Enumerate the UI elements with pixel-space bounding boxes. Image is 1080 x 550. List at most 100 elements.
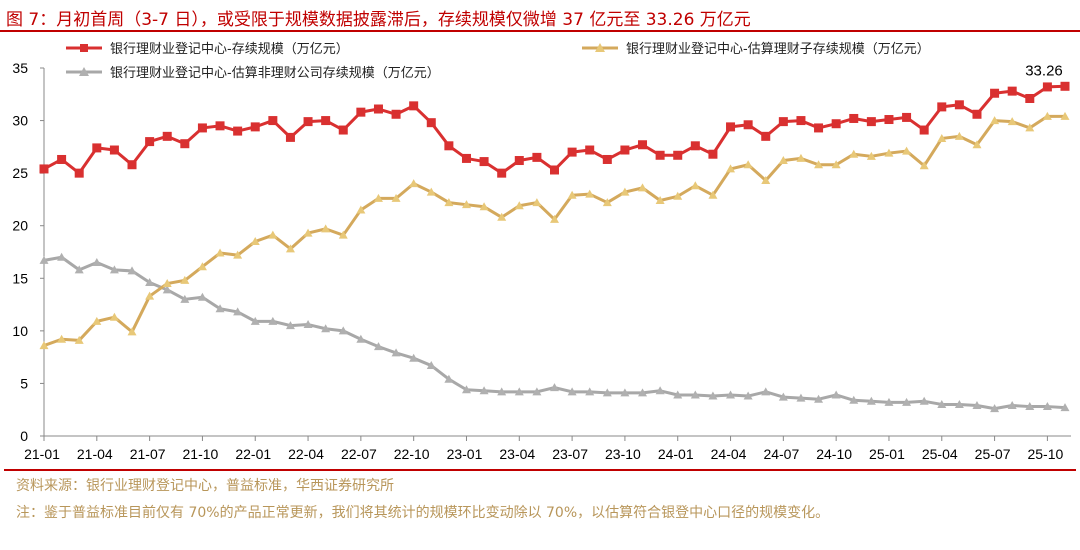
data-point — [127, 266, 137, 275]
data-point — [831, 390, 841, 399]
data-point — [726, 390, 736, 399]
data-point — [303, 228, 313, 237]
legend-marker-0 — [80, 44, 88, 52]
data-point — [145, 277, 155, 286]
x-tick-label: 24-01 — [658, 446, 694, 462]
data-point — [902, 397, 912, 406]
data-point — [57, 334, 67, 343]
data-point — [884, 148, 894, 157]
y-tick-label: 10 — [12, 323, 28, 339]
data-point — [866, 151, 876, 160]
x-tick-label: 23-07 — [552, 446, 588, 462]
data-point — [567, 147, 577, 157]
data-point — [444, 374, 454, 383]
x-tick-label: 22-01 — [235, 446, 271, 462]
data-point — [321, 324, 331, 333]
data-point — [972, 109, 982, 119]
data-point — [673, 390, 683, 399]
data-point — [532, 198, 542, 207]
data-point — [585, 387, 595, 396]
x-tick-label: 23-01 — [447, 446, 483, 462]
data-point — [127, 327, 137, 336]
data-point — [655, 150, 665, 160]
x-tick-label: 22-04 — [288, 446, 324, 462]
data-point — [708, 149, 718, 159]
data-point — [638, 183, 648, 192]
y-tick-label: 30 — [12, 113, 28, 129]
data-point — [92, 316, 102, 325]
data-point — [620, 145, 630, 155]
series-1 — [39, 111, 1070, 350]
data-point — [602, 388, 612, 397]
data-point — [937, 102, 947, 112]
data-point — [514, 156, 524, 166]
data-point — [1042, 111, 1052, 120]
data-point — [39, 341, 49, 350]
legend-label-1: 银行理财业登记中心-估算理财子存续规模（万亿元） — [626, 42, 930, 57]
data-point — [338, 230, 348, 239]
data-point — [268, 316, 278, 325]
data-point — [796, 153, 806, 162]
figure-title: 图 7：月初首周（3-7 日），或受限于规模数据披露滞后，存续规模仅微增 37 … — [6, 10, 751, 30]
data-point — [109, 145, 119, 155]
data-point — [426, 187, 436, 196]
data-point — [972, 401, 982, 410]
data-point — [778, 117, 788, 127]
data-point — [866, 117, 876, 127]
data-point — [726, 164, 736, 173]
data-point — [479, 202, 489, 211]
data-point — [602, 154, 612, 164]
y-tick-label: 5 — [20, 375, 28, 391]
data-point — [673, 191, 683, 200]
x-tick-label: 25-07 — [975, 446, 1011, 462]
data-point — [638, 388, 648, 397]
x-tick-label: 25-01 — [869, 446, 905, 462]
data-point — [743, 391, 753, 400]
data-point — [444, 141, 454, 151]
data-point — [990, 116, 1000, 125]
data-point — [268, 116, 278, 126]
data-point — [57, 154, 67, 164]
data-point — [338, 326, 348, 335]
data-point — [778, 392, 788, 401]
x-tick-label: 25-10 — [1027, 446, 1063, 462]
data-point — [444, 198, 454, 207]
data-point — [743, 120, 753, 130]
data-point — [919, 396, 929, 405]
data-point — [796, 116, 806, 126]
legend-label-0: 银行理财业登记中心-存续规模（万亿元） — [110, 42, 349, 57]
data-point — [74, 168, 84, 178]
data-point — [285, 244, 295, 253]
data-point — [197, 262, 207, 271]
data-point — [937, 399, 947, 408]
y-tick-label: 0 — [20, 428, 28, 444]
x-tick-label: 21-01 — [24, 446, 60, 462]
legend-item-series-0: 银行理财业登记中心-存续规模（万亿元） — [66, 42, 349, 57]
data-point — [1025, 402, 1035, 411]
axes: 0 5 10 15 20 25 30 35 21-01 21-04 21-07 21-10 22-01 2… — [12, 60, 1071, 462]
series-line-1 — [43, 114, 1065, 347]
data-point — [761, 131, 771, 141]
x-tick-label: 24-10 — [816, 446, 852, 462]
data-point — [250, 316, 260, 325]
data-point — [233, 250, 243, 259]
data-point — [391, 348, 401, 357]
data-point — [39, 164, 49, 174]
data-point — [1025, 123, 1035, 132]
data-point — [461, 153, 471, 163]
data-point — [954, 131, 964, 140]
data-point — [303, 117, 313, 127]
source-note: 资料来源：银行业理财登记中心，普益标准，华西证券研究所 — [16, 478, 394, 494]
data-point — [866, 396, 876, 405]
data-point — [1042, 402, 1052, 411]
data-point — [233, 126, 243, 136]
data-point — [356, 107, 366, 117]
data-point — [849, 395, 859, 404]
data-point — [57, 252, 67, 261]
x-tick-label: 21-10 — [183, 446, 219, 462]
data-point — [884, 397, 894, 406]
data-point — [532, 387, 542, 396]
data-point — [514, 201, 524, 210]
data-point — [426, 361, 436, 370]
data-point — [778, 156, 788, 165]
